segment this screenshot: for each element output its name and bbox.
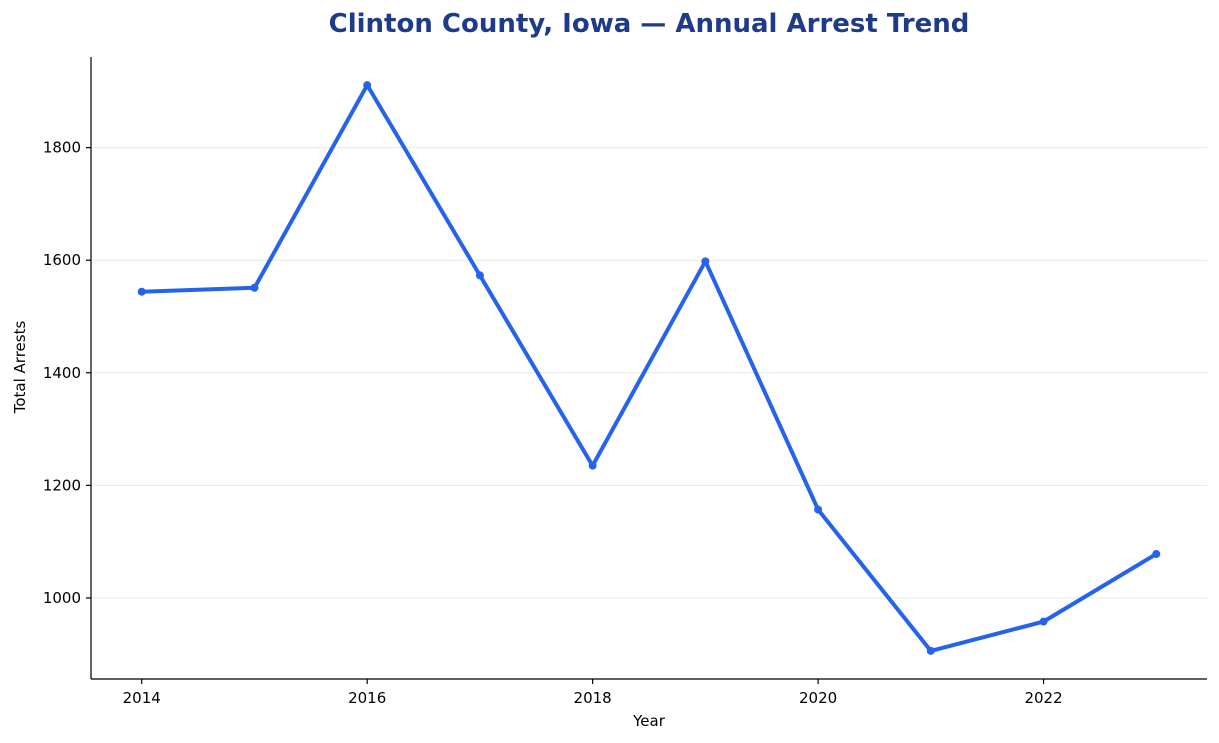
data-points bbox=[137, 81, 1161, 655]
y-tick-label: 1000 bbox=[43, 589, 81, 607]
data-point bbox=[588, 461, 597, 470]
y-tick-label: 1400 bbox=[43, 364, 81, 382]
data-point bbox=[363, 81, 372, 90]
x-axis-label: Year bbox=[632, 712, 666, 730]
x-tick-label: 2016 bbox=[348, 689, 386, 707]
series-line bbox=[139, 83, 1159, 653]
axes bbox=[90, 57, 1207, 680]
data-point bbox=[1152, 550, 1161, 559]
x-tick-label: 2020 bbox=[799, 689, 837, 707]
data-point bbox=[814, 505, 823, 514]
y-tick-label: 1600 bbox=[43, 251, 81, 269]
data-point bbox=[701, 257, 710, 266]
data-point bbox=[250, 283, 259, 292]
y-axis-ticks: 1000 1200 1400 1600 1800 bbox=[43, 139, 91, 607]
data-point bbox=[926, 646, 935, 655]
y-axis-label: Total Arrests bbox=[11, 321, 29, 415]
x-tick-label: 2018 bbox=[574, 689, 612, 707]
data-point bbox=[475, 271, 484, 280]
x-tick-label: 2014 bbox=[123, 689, 161, 707]
data-point bbox=[137, 287, 146, 296]
chart-title: Clinton County, Iowa — Annual Arrest Tre… bbox=[329, 9, 970, 39]
y-tick-label: 1800 bbox=[43, 139, 81, 157]
data-point bbox=[1039, 617, 1048, 626]
y-tick-label: 1200 bbox=[43, 476, 81, 494]
x-tick-label: 2022 bbox=[1024, 689, 1062, 707]
x-axis-ticks: 2014 2016 2018 2020 2022 bbox=[123, 679, 1063, 707]
gridlines bbox=[91, 147, 1207, 599]
